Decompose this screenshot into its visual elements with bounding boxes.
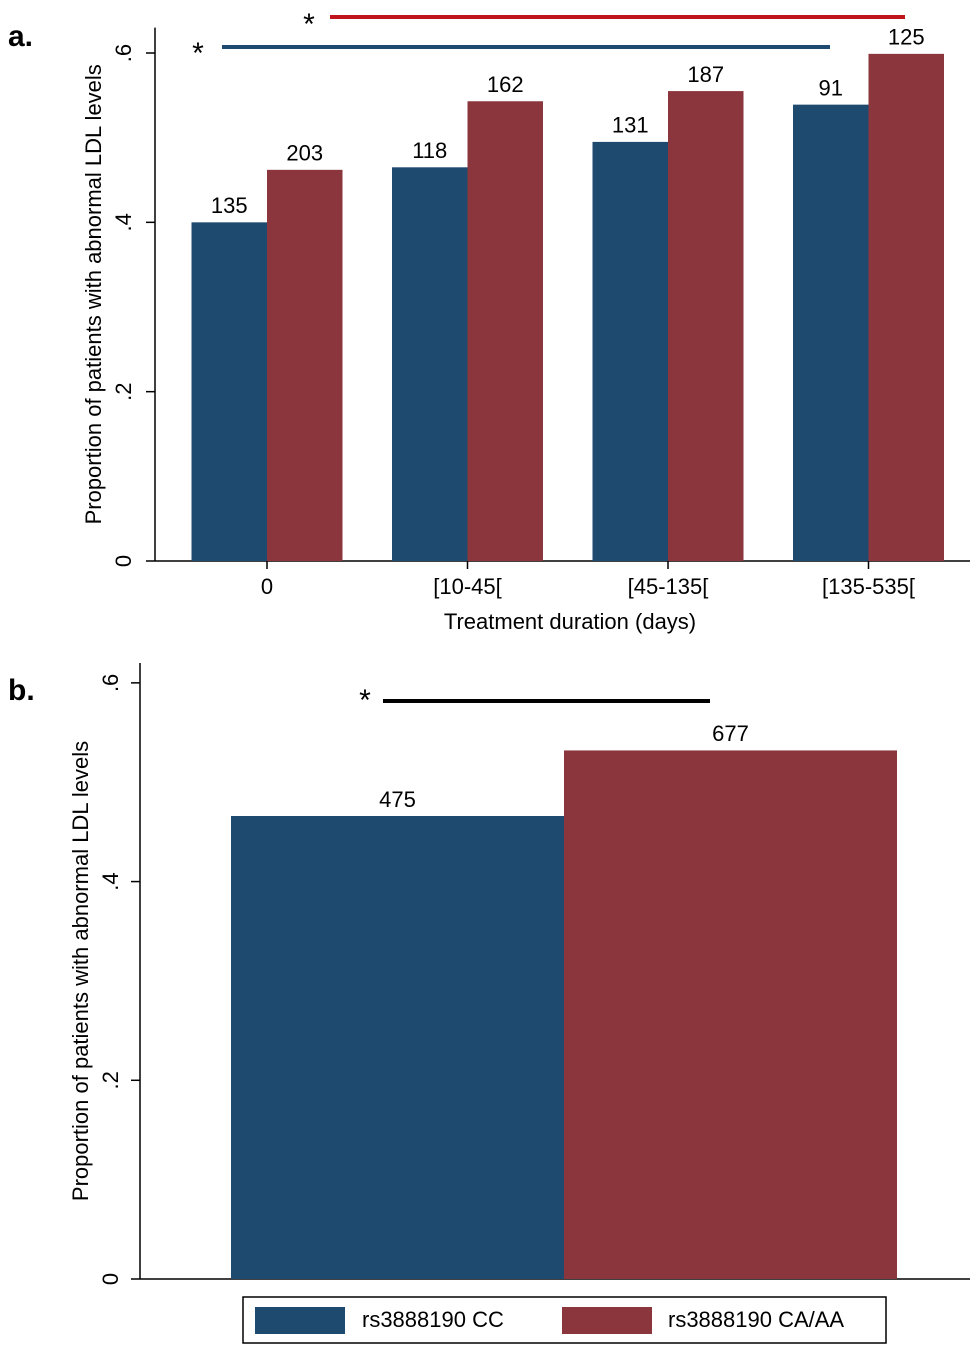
bar-count-label: 203 <box>286 141 323 166</box>
x-tick-label: 0 <box>261 574 273 599</box>
x-tick-label: [135-535[ <box>822 574 915 599</box>
y-tick-label: .6 <box>111 44 136 62</box>
bar <box>868 53 944 561</box>
y-tick-label: .6 <box>98 674 123 692</box>
y-tick-label: .2 <box>98 1071 123 1089</box>
legend-swatch <box>255 1307 345 1334</box>
bar-count-label: 162 <box>487 72 524 97</box>
significance-star: * <box>303 8 315 41</box>
y-tick-label: .4 <box>111 213 136 231</box>
bar <box>467 101 543 561</box>
legend-label: rs3888190 CC <box>362 1307 504 1332</box>
bar-count-label: 677 <box>712 721 749 746</box>
legend-label: rs3888190 CA/AA <box>668 1307 844 1332</box>
bar <box>267 169 343 561</box>
bar-count-label: 131 <box>612 113 649 138</box>
bar-count-label: 125 <box>888 25 925 50</box>
y-tick-label: .2 <box>111 382 136 400</box>
bar-count-label: 475 <box>379 787 416 812</box>
y-tick-label: .4 <box>98 872 123 890</box>
bar <box>392 167 468 562</box>
y-tick-label: 0 <box>98 1273 123 1285</box>
bar-count-label: 187 <box>687 62 724 87</box>
y-axis-title: Proportion of patients with abnormal LDL… <box>68 741 93 1201</box>
bar <box>668 91 744 561</box>
bar-count-label: 135 <box>211 193 248 218</box>
legend-swatch <box>562 1307 652 1334</box>
y-axis-title: Proportion of patients with abnormal LDL… <box>81 64 106 524</box>
significance-star: * <box>192 37 204 70</box>
panel-label: b. <box>8 674 35 707</box>
bar <box>564 750 897 1279</box>
bar-count-label: 118 <box>412 138 447 163</box>
y-tick-label: 0 <box>111 555 136 567</box>
bar <box>191 222 267 562</box>
x-axis-title: Treatment duration (days) <box>444 609 696 634</box>
x-tick-label: [45-135[ <box>628 574 709 599</box>
significance-star: * <box>359 684 371 717</box>
bar <box>793 104 869 561</box>
x-tick-label: [10-45[ <box>433 574 502 599</box>
panel-label: a. <box>8 20 33 53</box>
bar <box>592 141 668 561</box>
bar-count-label: 91 <box>819 75 843 100</box>
bar <box>231 816 564 1279</box>
